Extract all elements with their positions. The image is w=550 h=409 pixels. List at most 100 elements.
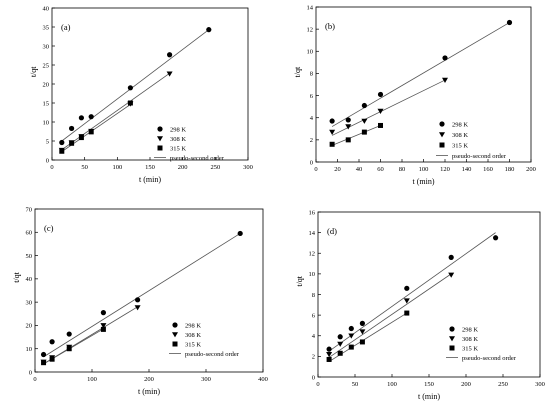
data-point: [135, 297, 141, 303]
data-point: [66, 331, 72, 337]
y-tick-label: 0: [312, 374, 315, 381]
data-point: [442, 77, 448, 83]
y-tick-label: 6: [312, 312, 316, 319]
data-point: [348, 344, 354, 350]
data-point: [442, 55, 448, 61]
legend-marker: [172, 341, 178, 347]
data-point: [348, 333, 355, 339]
data-point: [206, 27, 212, 33]
legend-label: 315 K: [462, 345, 478, 352]
fit-line: [328, 232, 496, 352]
legend-label: 298 K: [452, 121, 468, 128]
fit-line: [61, 29, 210, 142]
data-point: [361, 129, 367, 135]
x-axis-label: t (min): [139, 175, 161, 184]
data-point: [49, 339, 55, 345]
x-tick-label: 300: [201, 376, 211, 383]
x-tick-label: 20: [334, 166, 341, 173]
x-tick-label: 80: [399, 166, 406, 173]
legend-label: 308 K: [185, 332, 201, 339]
legend-marker: [449, 326, 455, 332]
data-point: [337, 334, 343, 340]
data-point: [41, 360, 47, 366]
data-point: [348, 325, 354, 332]
x-tick-label: 50: [81, 164, 88, 171]
data-point: [127, 85, 133, 91]
y-tick-label: 25: [43, 62, 50, 69]
x-tick-label: 0: [50, 164, 53, 171]
x-tick-label: 140: [462, 166, 472, 173]
data-point: [361, 102, 367, 109]
y-tick-label: 12: [307, 26, 314, 33]
x-tick-label: 50: [352, 381, 359, 388]
y-tick-label: 15: [43, 100, 50, 107]
y-tick-label: 12: [309, 251, 316, 258]
legend-label: pseudo-second order: [185, 351, 240, 358]
x-tick-label: 120: [440, 166, 450, 173]
legend-marker: [172, 332, 178, 338]
x-tick-label: 150: [424, 381, 434, 388]
x-tick-label: 250: [498, 381, 508, 388]
data-point: [326, 352, 333, 358]
legend-marker: [439, 132, 445, 138]
fit-line: [61, 73, 170, 151]
x-axis-label: t (min): [413, 177, 435, 186]
data-point: [166, 71, 173, 77]
data-point: [59, 148, 65, 154]
data-point: [69, 140, 75, 146]
legend-label: 298 K: [462, 326, 478, 333]
data-point: [345, 137, 351, 143]
panel-label: (b): [325, 21, 335, 31]
fit-line: [328, 273, 452, 358]
x-tick-label: 0: [33, 376, 36, 383]
x-tick-label: 200: [526, 166, 536, 173]
data-point: [404, 285, 410, 291]
fit-line: [43, 233, 241, 358]
panel-a: 0 50 100 150 200 250 300 0 5 10 15 20 25 30 35 40 t (min…: [29, 5, 253, 184]
y-tick-label: 4: [310, 115, 314, 122]
y-axis-label: t/qt: [12, 271, 21, 282]
legend-marker: [157, 126, 163, 132]
data-point: [404, 310, 410, 316]
data-point: [403, 298, 410, 304]
y-tick-label: 20: [26, 323, 33, 330]
data-point: [377, 91, 384, 98]
legend-marker: [157, 136, 163, 142]
y-tick-label: 70: [26, 206, 33, 213]
fit-line: [331, 79, 446, 136]
y-tick-label: 4: [312, 333, 316, 340]
y-tick-label: 8: [310, 71, 313, 78]
y-tick-label: 0: [310, 159, 313, 166]
y-tick-label: 40: [26, 276, 33, 283]
data-point: [329, 118, 335, 124]
data-point: [337, 350, 343, 356]
x-tick-label: 400: [258, 376, 268, 383]
data-point: [100, 310, 106, 316]
data-point: [49, 356, 55, 362]
legend-marker: [172, 322, 178, 328]
data-point: [337, 341, 344, 347]
x-tick-label: 100: [112, 164, 122, 171]
legend-label: 298 K: [170, 126, 186, 133]
data-point: [78, 135, 84, 141]
y-tick-label: 2: [312, 354, 315, 361]
legend-label: pseudo-second order: [452, 153, 507, 160]
legend-label: 298 K: [185, 322, 201, 329]
data-point: [100, 326, 106, 332]
legend-marker: [439, 121, 445, 127]
data-point: [100, 323, 107, 329]
data-point: [167, 52, 173, 58]
data-point: [88, 129, 94, 135]
data-point: [326, 356, 332, 362]
data-point: [359, 320, 365, 326]
data-point: [359, 329, 366, 335]
data-point: [69, 125, 75, 132]
data-point: [66, 346, 72, 352]
y-tick-label: 14: [307, 4, 314, 11]
data-point: [329, 141, 335, 147]
data-point: [40, 351, 47, 358]
fit-line: [331, 125, 381, 146]
panel-c: 0 100 200 300 400 0 10 20 30 40 50 60 70 t (min) t/qt (…: [12, 206, 268, 396]
y-tick-label: 0: [46, 157, 49, 164]
data-point: [237, 230, 243, 237]
